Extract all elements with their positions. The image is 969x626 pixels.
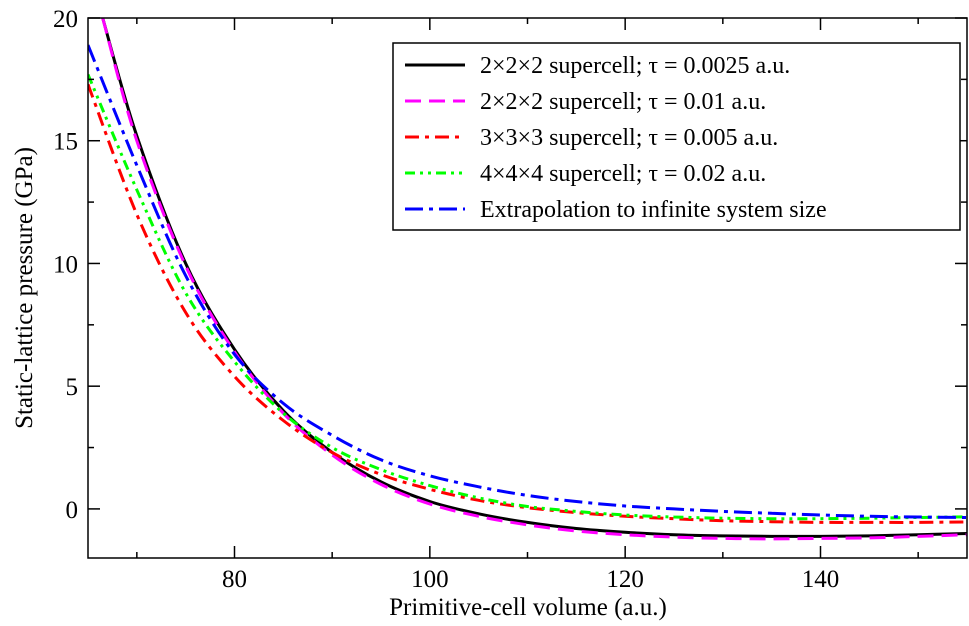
x-tick-label: 100 (411, 566, 449, 593)
x-tick-label: 80 (222, 566, 247, 593)
legend-label-1: 2×2×2 supercell; τ = 0.0025 a.u. (480, 53, 790, 79)
y-tick-label: 5 (66, 374, 79, 401)
x-tick-label: 140 (802, 566, 840, 593)
legend-label-5: Extrapolation to infinite system size (480, 197, 827, 223)
legend-entries: 2×2×2 supercell; τ = 0.0025 a.u. 2×2×2 su… (405, 53, 827, 223)
legend: 2×2×2 supercell; τ = 0.0025 a.u. 2×2×2 su… (392, 42, 961, 231)
x-tick-label: 120 (606, 566, 644, 593)
legend-label-2: 2×2×2 supercell; τ = 0.01 a.u. (480, 89, 766, 115)
series-layer (88, 18, 967, 541)
legend-box (392, 42, 961, 231)
y-tick-label: 20 (53, 6, 78, 33)
x-axis-label: Primitive-cell volume (a.u.) (389, 594, 667, 621)
tick-layer: 80 100 120 140 0 5 10 15 20 (53, 6, 967, 593)
legend-label-3: 3×3×3 supercell; τ = 0.005 a.u. (480, 125, 778, 151)
y-tick-label: 0 (66, 497, 79, 524)
legend-label-4: 4×4×4 supercell; τ = 0.02 a.u. (480, 161, 766, 187)
series-line-2 (101, 18, 967, 541)
y-tick-label: 10 (53, 251, 78, 278)
series-line-3 (88, 83, 967, 524)
y-axis-label: Static-lattice pressure (GPa) (11, 147, 38, 429)
series-line-4 (88, 73, 967, 521)
series-line-5 (88, 44, 967, 519)
y-tick-label: 15 (53, 129, 78, 156)
